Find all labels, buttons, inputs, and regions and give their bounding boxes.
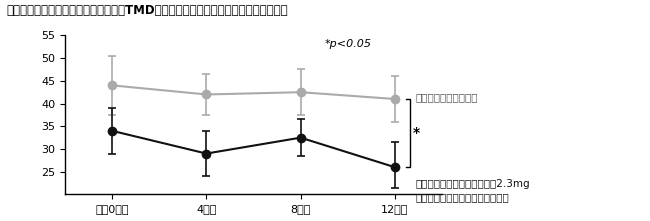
Text: 「ナス由来コリンエステル」2.3mg
を含むナス搾汁粉末を摂取した群: 「ナス由来コリンエステル」2.3mg を含むナス搾汁粉末を摂取した群 xyxy=(415,179,530,202)
Text: *p<0.05: *p<0.05 xyxy=(324,39,371,49)
Text: 対照食品を摂取した群: 対照食品を摂取した群 xyxy=(415,92,478,102)
Text: 対象者のうち正常高値血圧者におけるTMD（ネガティブな気分の総合的な指標）得点: 対象者のうち正常高値血圧者におけるTMD（ネガティブな気分の総合的な指標）得点 xyxy=(6,4,288,17)
Text: *: * xyxy=(413,126,420,140)
